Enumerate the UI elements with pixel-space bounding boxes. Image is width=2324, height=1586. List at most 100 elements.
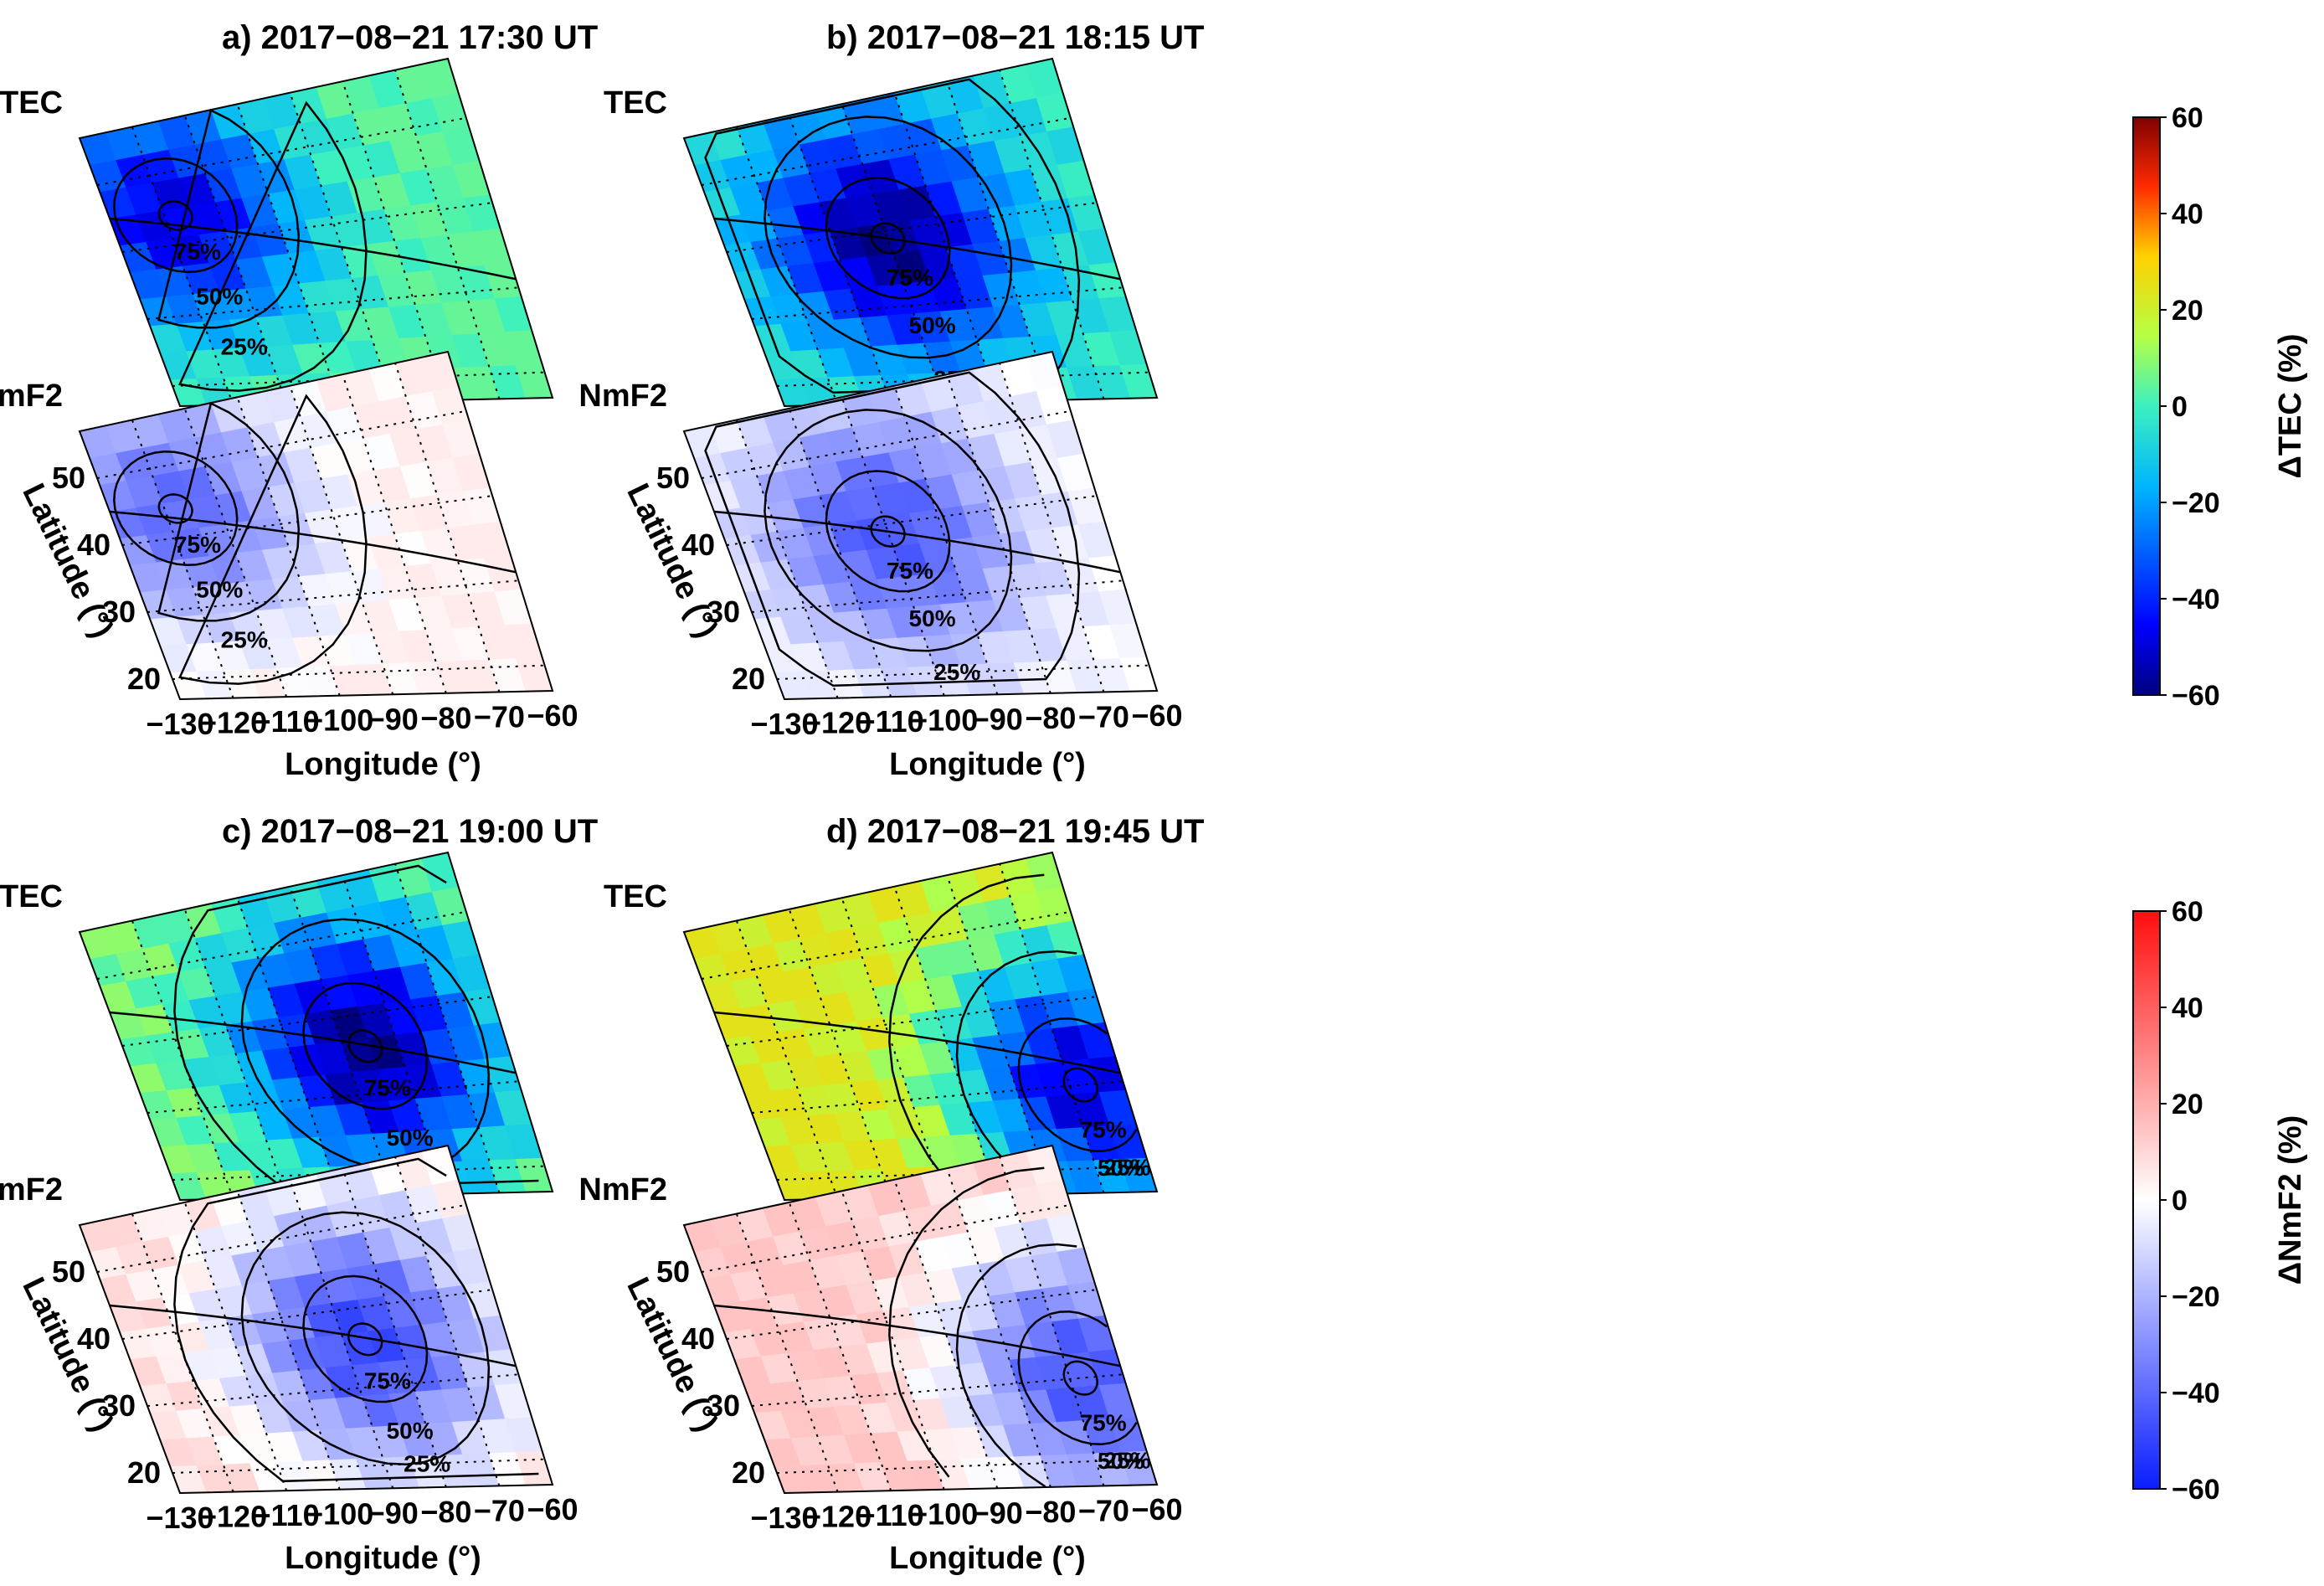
y-tick-label: 40: [681, 1321, 715, 1356]
y-tick-label: 50: [52, 461, 85, 495]
lon-gridline: [788, 115, 892, 404]
contour-label: 75%: [1080, 1117, 1127, 1143]
contour-label: 25%: [221, 627, 268, 653]
colorbar-tick-label: 40: [2172, 992, 2203, 1024]
x-tick-label: −90: [368, 702, 419, 736]
x-tick-label: −80: [420, 1495, 471, 1529]
layer-border: [78, 1144, 554, 1495]
contour-label: 75%: [887, 265, 933, 291]
x-tick-label: −100: [910, 703, 978, 738]
panel-c: c) 2017−08−21 19:00 UT 75% 50% 25% TEC 75% 50%…: [0, 813, 598, 1576]
colorbar-tick-label: −20: [2172, 1281, 2220, 1313]
lat-gridline: [147, 1080, 519, 1114]
colorbar-tick-label: −40: [2172, 1377, 2220, 1409]
layer-border: [682, 1144, 1159, 1495]
colorbar-tec: 60 40 20 0 −20 −40 −60 ΔTEC (%): [2132, 102, 2308, 712]
lat-gridline: [121, 202, 493, 253]
tec-layer: 75%50%25%TEC: [604, 851, 1159, 1202]
lat-gridline: [121, 495, 493, 546]
x-tick-label: −110: [254, 704, 320, 739]
obscuration-contour: [955, 950, 1077, 1195]
x-tick-label: −60: [527, 698, 578, 733]
tec-layer: 75%50%25%TEC: [0, 851, 554, 1202]
contour-label: 25%: [404, 1450, 450, 1476]
y-tick-label: 30: [707, 595, 740, 629]
obscuration-contour: [1062, 1067, 1098, 1103]
colorbar-tick-label: 20: [2172, 1089, 2203, 1120]
y-tick-label: 30: [102, 595, 136, 629]
obscuration-contour: [870, 515, 906, 548]
colorbar-tick-label: −60: [2172, 1474, 2220, 1506]
obscuration-contour: [870, 222, 906, 255]
lon-gridline: [841, 1190, 945, 1491]
lat-gridline: [726, 495, 1098, 546]
contour-label: 50%: [1098, 1155, 1144, 1181]
x-tick-label: −80: [420, 701, 471, 735]
lat-gridline: [751, 286, 1123, 320]
x-tick-label: −130: [750, 707, 818, 741]
x-tick-label: −120: [804, 1500, 872, 1534]
x-tick-label: −100: [306, 1497, 373, 1532]
y-tick-label: 30: [707, 1388, 740, 1423]
lon-gridline: [342, 373, 447, 694]
colorbar-nmf2: 60 40 20 0 −20 −40 −60 ΔNmF2 (%): [2132, 896, 2308, 1506]
colorbar-tick-label: 60: [2172, 896, 2203, 928]
lon-gridline: [946, 874, 1051, 1195]
tec-label: TEC: [0, 85, 63, 121]
lat-gridline: [726, 996, 1098, 1047]
eclipse-path: [713, 1304, 1121, 1367]
y-tick-label: 20: [127, 1455, 161, 1490]
contour-label: 75%: [174, 532, 221, 558]
lat-gridline: [751, 1373, 1123, 1407]
panel-title: b) 2017−08−21 18:15 UT: [826, 19, 1204, 56]
x-tick-label: −120: [804, 706, 872, 740]
nmf2-layer: 75%50%25%NmF2: [578, 1144, 1159, 1495]
obscuration-contour: [704, 78, 1081, 394]
eclipse-path: [109, 1011, 517, 1074]
x-tick-label: −70: [1078, 1493, 1129, 1527]
eclipse-path: [109, 1304, 517, 1367]
lon-gridline: [236, 396, 341, 697]
lat-gridline: [172, 1458, 545, 1474]
x-tick-label: −60: [1131, 1492, 1182, 1527]
x-axis-label: Longitude (°): [889, 1541, 1086, 1576]
colorbar-label: ΔNmF2 (%): [2273, 1115, 2308, 1285]
colorbar-label: ΔTEC (%): [2273, 334, 2308, 479]
obscuration-contour: [764, 409, 1013, 652]
x-axis-label: Longitude (°): [285, 747, 481, 782]
lon-gridline: [788, 408, 892, 698]
panels-layer: a) 2017−08−21 17:30 UT75%50%25%TEC75%50%…: [0, 19, 1204, 1576]
obscuration-contour: [157, 200, 193, 231]
x-tick-label: −70: [474, 699, 525, 734]
lat-gridline: [172, 664, 545, 680]
x-tick-label: −90: [972, 1496, 1023, 1530]
x-tick-label: −80: [1025, 1495, 1076, 1529]
nmf2-layer: 75%50%25%NmF2: [578, 350, 1159, 701]
y-tick-label: 40: [77, 1321, 111, 1356]
layer-border: [682, 350, 1159, 701]
colorbar-tick-label: 0: [2172, 391, 2188, 423]
obscuration-contour: [1062, 1360, 1098, 1396]
colorbars-layer: 60 40 20 0 −20 −40 −60 ΔTEC (%) 60 40 20 0 −20 −40 −60…: [2132, 102, 2308, 1506]
obscuration-contour: [157, 108, 301, 329]
y-tick-label: 50: [656, 461, 690, 495]
eclipse-path: [713, 217, 1121, 281]
panel-a: a) 2017−08−21 17:30 UT75%50%25%TEC75%50%…: [0, 19, 598, 782]
contour-label: 75%: [364, 1368, 411, 1394]
contour-label: 25%: [1104, 1448, 1151, 1474]
y-tick-label: 30: [102, 1388, 136, 1423]
lon-gridline: [841, 897, 945, 1197]
obscuration-contour: [825, 470, 951, 593]
layer-border: [78, 350, 554, 701]
obscuration-contour: [177, 394, 368, 685]
colorbar-gradient: [2132, 116, 2161, 696]
colorbar-tick-label: −40: [2172, 584, 2220, 615]
colorbar-tick-label: 40: [2172, 198, 2203, 230]
lon-gridline: [946, 80, 1051, 401]
lat-gridline: [147, 579, 519, 613]
colorbar-tick-label: 60: [2172, 102, 2203, 134]
panel-title: d) 2017−08−21 19:45 UT: [826, 813, 1204, 850]
nmf2-label: NmF2: [578, 1172, 667, 1208]
lat-gridline: [121, 996, 493, 1047]
